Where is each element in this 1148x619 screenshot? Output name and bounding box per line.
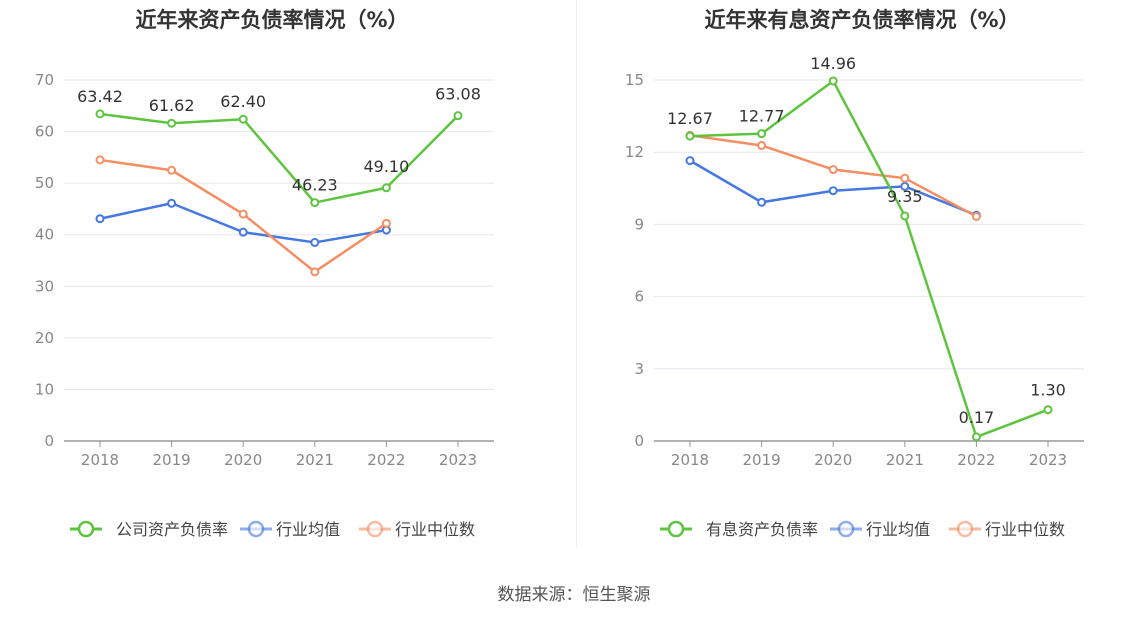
series-point-1 <box>95 109 105 119</box>
series-point-3 <box>238 209 248 219</box>
y-tick-label: 0 <box>44 432 54 450</box>
series-point-2 <box>238 227 248 237</box>
series-point-3 <box>900 173 910 183</box>
data-label: 9.35 <box>887 187 923 206</box>
x-tick-label: 2019 <box>743 451 781 469</box>
series-point-3 <box>310 267 320 277</box>
series-point-3 <box>828 165 838 175</box>
series-line-1 <box>99 112 459 204</box>
series-point-3 <box>971 211 981 221</box>
legend-item-2[interactable]: 行业均值 <box>830 520 930 539</box>
x-tick-label: 2023 <box>1029 451 1067 469</box>
chart-title: 近年来有息资产负债率情况（%） <box>704 8 1019 32</box>
debt-ratio-chart: 近年来资产负债率情况（%） 0 10 20 30 40 50 60 70 2018 2019 2020… <box>35 8 494 539</box>
series-point-3 <box>757 140 767 150</box>
legend-swatch-marker <box>837 520 855 538</box>
series-point-1 <box>757 129 767 139</box>
chart-divider <box>576 0 577 548</box>
data-label: 1.30 <box>1030 381 1066 400</box>
legend-item-2[interactable]: 行业均值 <box>240 520 340 539</box>
y-tick-label: 30 <box>35 277 54 295</box>
y-tick-label: 0 <box>634 432 644 450</box>
series-point-3 <box>381 218 391 228</box>
y-tick-label: 50 <box>35 174 54 192</box>
x-tick-label: 2018 <box>671 451 709 469</box>
series-point-1 <box>381 183 391 193</box>
legend-swatch-marker <box>247 520 265 538</box>
legend-item-3[interactable]: 行业中位数 <box>359 520 475 539</box>
legend-swatch-marker <box>667 520 685 538</box>
data-label: 63.42 <box>77 87 123 106</box>
legend-swatch-marker <box>77 520 95 538</box>
series-point-2 <box>685 156 695 166</box>
y-tick-label: 3 <box>634 360 644 378</box>
x-tick-label: 2018 <box>81 451 119 469</box>
data-label: 62.40 <box>220 92 266 111</box>
data-label: 46.23 <box>292 176 338 195</box>
series-point-1 <box>900 211 910 221</box>
data-label: 49.10 <box>363 157 409 176</box>
y-tick-label: 9 <box>634 215 644 233</box>
interest-debt-ratio-chart: 近年来有息资产负债率情况（%） 0 3 6 9 12 15 2018 2019 2020 2021 2… <box>625 8 1084 539</box>
legend-label: 有息资产负债率 <box>706 520 818 539</box>
series-line-3 <box>689 134 977 218</box>
series-point-2 <box>757 197 767 207</box>
y-tick-label: 10 <box>35 380 54 398</box>
x-tick-label: 2020 <box>224 451 262 469</box>
x-tick-label: 2021 <box>296 451 334 469</box>
series-point-1 <box>1043 405 1053 415</box>
data-label: 63.08 <box>435 85 481 104</box>
x-tick-label: 2023 <box>439 451 477 469</box>
y-tick-label: 40 <box>35 226 54 244</box>
series-point-2 <box>900 181 910 191</box>
x-tick-label: 2019 <box>153 451 191 469</box>
x-tick-label: 2020 <box>814 451 852 469</box>
data-label: 12.77 <box>739 107 785 126</box>
series-point-3 <box>167 165 177 175</box>
data-source-note: 数据来源：恒生聚源 <box>497 585 651 605</box>
legend-label: 行业中位数 <box>985 520 1065 539</box>
legend-label: 行业均值 <box>276 520 340 539</box>
series-line-1 <box>689 79 1049 439</box>
series-point-1 <box>971 432 981 442</box>
legend-label: 行业中位数 <box>395 520 475 539</box>
series-point-1 <box>310 198 320 208</box>
chart-title: 近年来资产负债率情况（%） <box>135 8 408 32</box>
y-tick-label: 6 <box>634 288 644 306</box>
data-label: 12.67 <box>667 109 713 128</box>
y-tick-label: 15 <box>625 71 644 89</box>
data-label: 61.62 <box>149 96 195 115</box>
y-tick-label: 20 <box>35 329 54 347</box>
series-point-1 <box>238 114 248 124</box>
series-point-3 <box>95 155 105 165</box>
data-label: 0.17 <box>959 408 995 427</box>
legend-swatch-marker <box>956 520 974 538</box>
y-tick-label: 70 <box>35 71 54 89</box>
series-point-2 <box>95 214 105 224</box>
series-point-1 <box>828 76 838 86</box>
legend-item-1[interactable]: 公司资产负债率 <box>70 520 228 539</box>
legend-swatch-marker <box>366 520 384 538</box>
series-point-2 <box>310 237 320 247</box>
x-tick-label: 2022 <box>367 451 405 469</box>
series-point-1 <box>685 131 695 141</box>
y-tick-label: 60 <box>35 123 54 141</box>
legend-label: 公司资产负债率 <box>116 520 228 539</box>
series-point-2 <box>167 198 177 208</box>
series-point-1 <box>453 111 463 121</box>
series-point-2 <box>828 186 838 196</box>
y-tick-label: 12 <box>625 143 644 161</box>
legend-item-3[interactable]: 行业中位数 <box>949 520 1065 539</box>
legend-item-1[interactable]: 有息资产负债率 <box>660 520 818 539</box>
x-tick-label: 2021 <box>886 451 924 469</box>
x-tick-label: 2022 <box>957 451 995 469</box>
legend-label: 行业均值 <box>866 520 930 539</box>
series-point-1 <box>167 118 177 128</box>
data-label: 14.96 <box>810 54 856 73</box>
